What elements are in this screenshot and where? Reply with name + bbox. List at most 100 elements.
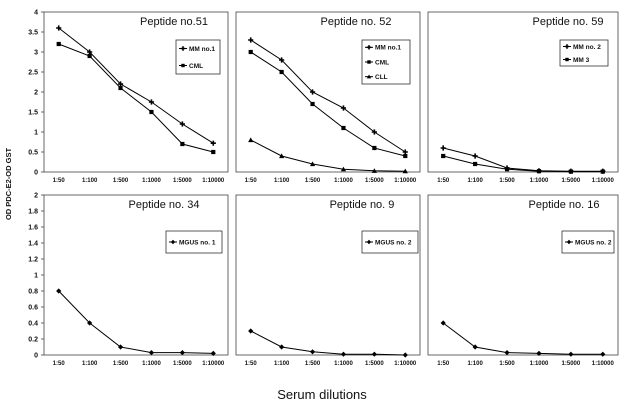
data-point xyxy=(248,49,253,55)
x-tick-label: 1:100 xyxy=(467,178,483,184)
legend-marker xyxy=(170,239,176,245)
x-tick-label: 1:5000 xyxy=(365,361,384,367)
data-point xyxy=(371,129,377,135)
legend-marker xyxy=(564,44,570,49)
panel-title: Peptide no. 34 xyxy=(129,199,200,211)
y-tick-label: 0.2 xyxy=(28,337,38,344)
legend-marker xyxy=(181,63,185,68)
y-tick-label: 1 xyxy=(34,273,38,280)
legend-marker xyxy=(366,239,372,245)
data-point xyxy=(340,166,347,172)
legend-marker xyxy=(566,239,572,245)
data-point xyxy=(148,350,155,356)
legend-label: CML xyxy=(189,63,203,70)
panel-frame xyxy=(427,11,619,173)
data-point xyxy=(118,85,123,91)
data-point xyxy=(600,169,605,174)
series-line-2 xyxy=(443,155,603,173)
data-point xyxy=(148,99,155,105)
y-tick-label: 4 xyxy=(34,10,38,17)
data-point xyxy=(440,320,446,326)
legend: MGUS no. 1 xyxy=(165,230,223,254)
x-tick-label: 1:50 xyxy=(53,178,66,184)
y-tick-label: 0.5 xyxy=(28,150,38,157)
legend-box xyxy=(561,230,615,254)
x-tick-label: 1:100 xyxy=(274,361,290,367)
legend-marker xyxy=(366,45,372,50)
x-tick-label: 1:1000 xyxy=(142,361,161,367)
panel-frame xyxy=(43,11,229,173)
data-point xyxy=(87,320,93,326)
data-point xyxy=(248,137,254,143)
panel-title: Peptide no. 9 xyxy=(330,199,395,211)
x-tick-label: 1:500 xyxy=(305,361,321,367)
chart-panel-3: 1:50 1:100 1:500 1:1000 1:5000 1:10000 Peptide… xyxy=(427,11,619,184)
legend-label: MGUS no. 2 xyxy=(575,239,612,246)
data-point xyxy=(536,350,542,356)
data-point xyxy=(87,53,92,59)
data-point xyxy=(117,81,124,87)
panel-frame xyxy=(427,194,619,356)
x-tick-label: 1:500 xyxy=(305,178,321,184)
x-tick-label: 1:5000 xyxy=(173,361,192,367)
data-point xyxy=(210,140,216,146)
chart-panel-6: 1:50 1:100 1:500 1:1000 1:5000 1:10000 Peptide… xyxy=(427,194,619,367)
y-tick-label: 0.4 xyxy=(28,321,38,328)
series-line-1 xyxy=(58,290,214,354)
legend-label: MGUS no. 2 xyxy=(375,239,412,246)
x-tick-label: 1:5000 xyxy=(562,361,581,367)
legend-marker xyxy=(565,57,569,62)
data-point xyxy=(504,167,510,172)
y-tick-label: 0 xyxy=(34,170,38,177)
x-tick-label: 1:50 xyxy=(245,178,258,184)
x-tick-label: 1:100 xyxy=(274,178,290,184)
series-line-3 xyxy=(250,139,406,172)
data-point xyxy=(472,153,478,159)
series-line-1 xyxy=(250,330,406,356)
panel-title: Peptide no. 52 xyxy=(321,16,392,28)
panel-frame xyxy=(235,11,421,173)
y-tick-label: 0.6 xyxy=(28,305,38,312)
chart-panel-2: 1:50 1:100 1:500 1:1000 1:5000 1:10000 Peptide… xyxy=(235,11,421,184)
x-tick-label: 1:50 xyxy=(53,361,66,367)
x-tick-label: 1:100 xyxy=(82,361,98,367)
x-tick-label: 1:50 xyxy=(245,361,258,367)
legend-label: MM 3 xyxy=(573,57,590,64)
series-line-2 xyxy=(58,43,214,153)
data-point xyxy=(279,153,285,159)
x-tick-label: 1:10000 xyxy=(394,178,417,184)
data-point xyxy=(56,41,61,47)
y-tick-label: 2.5 xyxy=(28,70,38,77)
data-point xyxy=(340,105,347,111)
data-point xyxy=(309,89,316,95)
legend: MM no.1 CML xyxy=(175,39,221,75)
legend-marker xyxy=(367,60,371,64)
x-tick-label: 1:5000 xyxy=(562,178,581,184)
y-tick-label: 1.8 xyxy=(28,209,38,216)
panel-title: Peptide no. 16 xyxy=(529,199,600,211)
x-tick-label: 1:5000 xyxy=(173,178,192,184)
data-point xyxy=(504,350,510,356)
y-axis-label: OD PDC-E2-OD GST xyxy=(4,148,13,221)
x-tick-label: 1:100 xyxy=(467,361,483,367)
x-tick-label: 1:10000 xyxy=(592,178,615,184)
series-line-2 xyxy=(250,51,406,157)
data-point xyxy=(472,344,478,350)
data-point xyxy=(600,351,606,357)
x-tick-label: 1:1000 xyxy=(142,178,161,184)
y-tick-label: 0 xyxy=(34,353,38,360)
panel-frame xyxy=(43,194,229,356)
legend-marker xyxy=(180,46,186,51)
data-point xyxy=(372,145,377,151)
data-point xyxy=(211,149,216,155)
data-point xyxy=(309,161,316,167)
panel-frame xyxy=(235,194,421,356)
data-point xyxy=(568,169,573,174)
data-point xyxy=(56,25,62,31)
x-tick-label: 1:50 xyxy=(437,361,450,367)
chart-panels: 00.511.522.533.541:50 1:100 1:500 1:1000 1:5… xyxy=(28,10,619,367)
x-tick-label: 1:5000 xyxy=(365,178,384,184)
data-point xyxy=(341,125,346,131)
data-point xyxy=(371,168,377,173)
y-tick-label: 3.5 xyxy=(28,30,38,37)
